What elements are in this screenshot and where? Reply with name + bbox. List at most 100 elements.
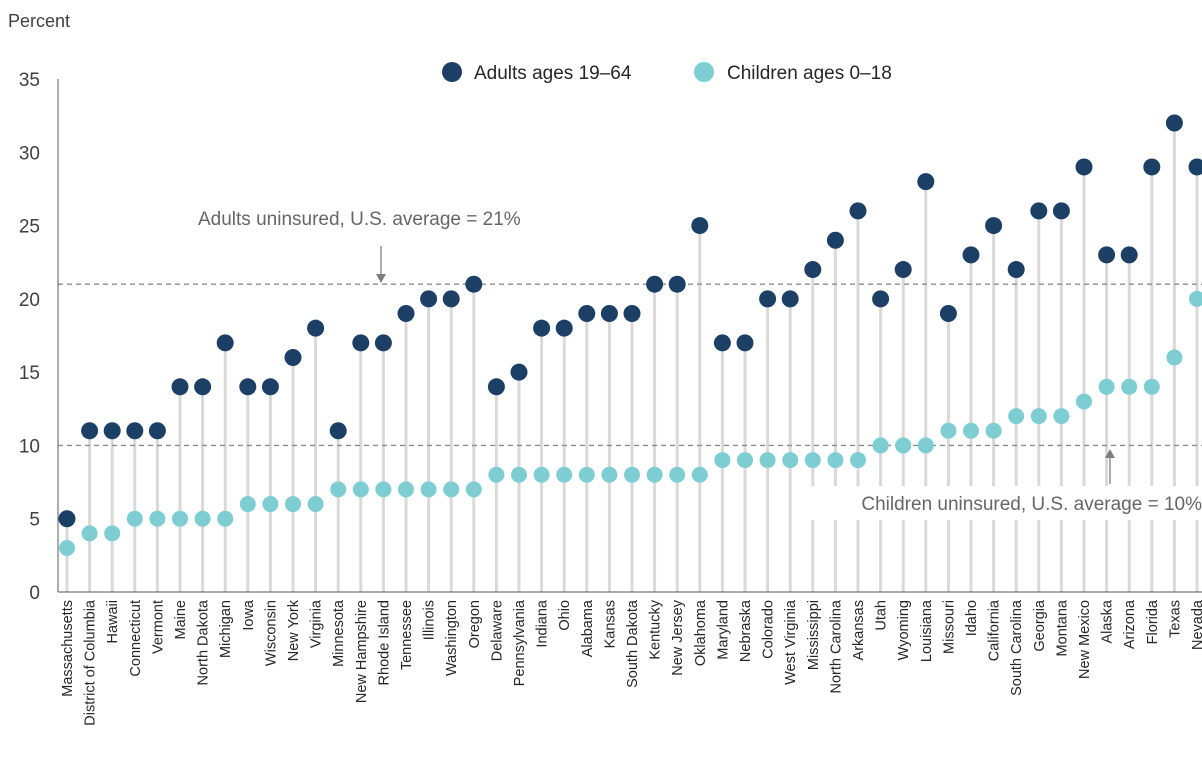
children-point bbox=[195, 511, 211, 527]
adults-point bbox=[940, 305, 957, 322]
adults-point bbox=[398, 305, 415, 322]
x-tick-label: Michigan bbox=[218, 600, 234, 658]
x-tick-label: North Dakota bbox=[196, 599, 212, 685]
x-tick-label: Colorado bbox=[761, 600, 777, 659]
x-tick-label: Tennessee bbox=[399, 600, 415, 670]
x-tick-label: New Mexico bbox=[1077, 600, 1093, 679]
adults-point bbox=[691, 217, 708, 234]
adults-point bbox=[917, 173, 934, 190]
adults-point bbox=[126, 422, 143, 439]
children-point bbox=[692, 467, 708, 483]
children-point bbox=[262, 496, 278, 512]
x-tick-label: Alaska bbox=[1100, 599, 1116, 643]
children-point bbox=[308, 496, 324, 512]
x-tick-label: Louisiana bbox=[919, 599, 935, 662]
adults-point bbox=[217, 334, 234, 351]
x-tick-label: Hawaii bbox=[105, 600, 121, 644]
y-tick-label: 0 bbox=[29, 583, 40, 604]
x-tick-label: Nebraska bbox=[738, 599, 754, 662]
adults-point bbox=[443, 290, 460, 307]
adults-point bbox=[375, 334, 392, 351]
children-point bbox=[579, 467, 595, 483]
adults-point bbox=[669, 276, 686, 293]
adults-point bbox=[465, 276, 482, 293]
x-tick-label: Arkansas bbox=[851, 600, 867, 660]
children-point bbox=[760, 452, 776, 468]
x-tick-label: Iowa bbox=[241, 599, 257, 631]
adults-point bbox=[1076, 158, 1093, 175]
adults-point bbox=[149, 422, 166, 439]
adults-annotation-arrowhead bbox=[376, 274, 386, 283]
x-tick-label: Connecticut bbox=[128, 600, 144, 677]
x-tick-label: Minnesota bbox=[331, 599, 347, 667]
adults-point bbox=[81, 422, 98, 439]
adults-point bbox=[194, 378, 211, 395]
x-tick-label: New Jersey bbox=[670, 599, 686, 675]
x-tick-label: Wisconsin bbox=[263, 600, 279, 666]
x-tick-label: Florida bbox=[1145, 599, 1161, 644]
y-tick-label: 5 bbox=[29, 510, 40, 531]
x-tick-label: Maine bbox=[173, 600, 189, 640]
children-point bbox=[217, 511, 233, 527]
x-tick-label: Utah bbox=[874, 600, 890, 631]
x-tick-label: Oregon bbox=[467, 600, 483, 648]
adults-point bbox=[420, 290, 437, 307]
children-point bbox=[127, 511, 143, 527]
adults-point bbox=[827, 232, 844, 249]
children-point bbox=[1031, 408, 1047, 424]
children-point bbox=[782, 452, 798, 468]
children-point bbox=[104, 525, 120, 541]
children-point bbox=[285, 496, 301, 512]
adults-point bbox=[1143, 158, 1160, 175]
adults-point bbox=[1008, 261, 1025, 278]
children-point bbox=[1144, 379, 1160, 395]
adults-point bbox=[285, 349, 302, 366]
legend-adults-label: Adults ages 19–64 bbox=[474, 63, 632, 84]
children-point bbox=[149, 511, 165, 527]
x-tick-label: New Hampshire bbox=[354, 600, 370, 703]
children-point bbox=[669, 467, 685, 483]
x-tick-label: Vermont bbox=[150, 600, 166, 654]
adults-point bbox=[307, 320, 324, 337]
x-tick-label: Rhode Island bbox=[376, 600, 392, 685]
x-tick-label: California bbox=[987, 599, 1003, 661]
adults-point bbox=[262, 378, 279, 395]
adults-point bbox=[578, 305, 595, 322]
legend-adults-marker bbox=[442, 62, 462, 82]
adults-point bbox=[1189, 158, 1202, 175]
children-point bbox=[850, 452, 866, 468]
x-tick-label: Virginia bbox=[309, 599, 325, 648]
y-tick-label: 35 bbox=[19, 70, 40, 91]
children-point bbox=[805, 452, 821, 468]
adults-point bbox=[1121, 246, 1138, 263]
children-point bbox=[873, 437, 889, 453]
x-tick-label: Texas bbox=[1167, 600, 1183, 638]
adults-point bbox=[782, 290, 799, 307]
adults-point bbox=[895, 261, 912, 278]
children-point bbox=[1076, 393, 1092, 409]
children-point bbox=[1053, 408, 1069, 424]
children-point bbox=[940, 423, 956, 439]
children-point bbox=[624, 467, 640, 483]
legend-children-marker bbox=[694, 62, 714, 82]
children-point bbox=[534, 467, 550, 483]
adults-average-annotation: Adults uninsured, U.S. average = 21% bbox=[198, 209, 521, 230]
y-tick-label: 10 bbox=[19, 436, 40, 457]
x-tick-label: New York bbox=[286, 599, 302, 661]
x-tick-label: Alabama bbox=[580, 599, 596, 657]
children-point bbox=[895, 437, 911, 453]
x-tick-label: Delaware bbox=[489, 600, 505, 661]
adults-point bbox=[511, 364, 528, 381]
x-tick-label: Wyoming bbox=[896, 600, 912, 660]
adults-point bbox=[330, 422, 347, 439]
adults-point bbox=[714, 334, 731, 351]
adults-point bbox=[759, 290, 776, 307]
children-point bbox=[986, 423, 1002, 439]
adults-point bbox=[872, 290, 889, 307]
children-point bbox=[1121, 379, 1137, 395]
adults-point bbox=[352, 334, 369, 351]
x-tick-label: Ohio bbox=[557, 600, 573, 631]
children-point bbox=[1189, 291, 1202, 307]
adults-point bbox=[646, 276, 663, 293]
x-tick-label: Idaho bbox=[964, 600, 980, 636]
